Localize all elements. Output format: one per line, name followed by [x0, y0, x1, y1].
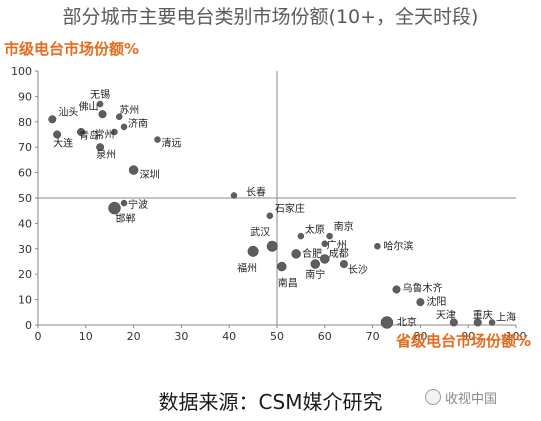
data-point [128, 165, 139, 175]
data-point [77, 127, 86, 136]
x-tick-label: 90 [461, 330, 475, 343]
data-point [120, 123, 128, 131]
data-point [326, 232, 333, 240]
data-point [277, 261, 287, 272]
point-label: 石家庄 [275, 202, 305, 215]
x-tick-label: 0 [35, 330, 42, 343]
point-label: 长沙 [348, 264, 368, 276]
data-point [266, 240, 278, 252]
data-point [116, 113, 123, 120]
point-label: 广州 [327, 240, 347, 252]
y-tick-label: 40 [18, 217, 32, 230]
point-label: 太原 [305, 223, 325, 236]
point-label: 深圳 [140, 169, 160, 181]
y-tick-label: 50 [18, 192, 32, 205]
point-label: 北京 [397, 315, 417, 328]
x-axis-title: 省级电台市场份额% [395, 332, 531, 350]
point-label: 汕头 [58, 106, 78, 118]
point-label: 乌鲁木齐 [403, 281, 443, 294]
point-label: 重庆 [473, 308, 493, 321]
data-point [108, 201, 121, 215]
y-axis-title: 市级电台市场份额% [4, 40, 140, 58]
y-tick-label: 80 [18, 116, 32, 129]
point-label: 成都 [329, 248, 349, 260]
point-label: 清远 [162, 137, 182, 150]
y-tick-label: 0 [25, 319, 32, 332]
data-point [120, 199, 128, 207]
x-tick-label: 40 [222, 330, 236, 343]
data-source: 数据来源：CSM媒介研究 [158, 390, 383, 414]
y-tick-label: 90 [18, 90, 32, 103]
x-tick-label: 80 [413, 330, 427, 343]
data-point [53, 130, 62, 139]
x-tick-label: 10 [79, 330, 93, 343]
point-label: 无锡 [90, 88, 110, 101]
data-point [96, 100, 104, 108]
y-tick-label: 70 [18, 141, 32, 154]
data-point [321, 240, 329, 247]
point-label: 南京 [334, 220, 354, 233]
point-label: 苏州 [119, 104, 139, 117]
data-point [339, 260, 348, 269]
y-tick-label: 100 [11, 65, 32, 78]
data-point [449, 318, 458, 327]
point-label: 济南 [128, 117, 148, 130]
wechat-logo-icon [425, 389, 441, 405]
data-point [96, 143, 105, 152]
point-label: 长春 [246, 186, 266, 198]
watermark-text: 收视中国 [445, 392, 498, 407]
data-point [416, 298, 425, 307]
y-tick-label: 30 [18, 243, 32, 256]
chart-title: 部分城市主要电台类别市场份额(10+，全天时段) [62, 6, 479, 28]
x-tick-label: 20 [127, 330, 141, 343]
x-tick-label: 50 [270, 330, 284, 343]
point-label: 大连 [53, 137, 73, 150]
data-point [230, 192, 238, 199]
x-tick-label: 100 [506, 330, 527, 343]
x-tick-label: 60 [318, 330, 332, 343]
point-label: 青岛 [79, 129, 99, 142]
x-tick-label: 30 [174, 330, 188, 343]
point-label: 福州 [237, 261, 257, 274]
point-label: 合肥 [302, 247, 322, 260]
data-point [48, 115, 57, 124]
point-label: 邯郸 [115, 212, 135, 225]
data-point [98, 110, 107, 119]
point-label: 哈尔滨 [383, 239, 413, 252]
y-tick-label: 60 [18, 167, 32, 180]
point-label: 武汉 [250, 225, 270, 238]
point-label: 沈阳 [426, 295, 446, 308]
data-point [297, 232, 305, 240]
point-label: 常州 [94, 128, 114, 141]
data-point [473, 318, 482, 327]
point-label: 南宁 [305, 268, 325, 281]
point-label: 天津 [436, 309, 456, 321]
data-point [488, 319, 496, 326]
point-label: 佛山 [79, 100, 99, 113]
y-tick-label: 20 [18, 268, 32, 281]
data-point [320, 254, 330, 264]
data-point [374, 243, 381, 250]
point-label: 上海 [496, 310, 516, 323]
y-tick-label: 10 [18, 294, 32, 307]
watermark: 收视中国 [425, 388, 497, 407]
data-point [291, 249, 301, 259]
data-point [392, 285, 401, 294]
point-label: 泉州 [96, 148, 116, 161]
point-label: 宁波 [128, 198, 148, 211]
data-point [247, 245, 259, 257]
x-tick-label: 70 [366, 330, 380, 343]
data-point [310, 259, 320, 269]
data-point [154, 136, 161, 143]
data-point [380, 316, 394, 329]
data-point [266, 212, 274, 220]
data-point [111, 128, 118, 136]
point-label: 南昌 [278, 277, 298, 290]
